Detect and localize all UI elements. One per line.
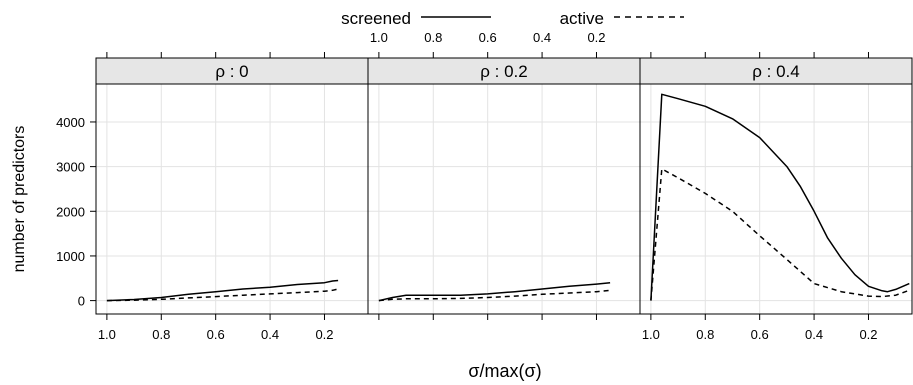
panels: ρ : 0 1.0 0.8 0.6 0.4 0.2 ρ : 0.2 1.0 0.8 0.6 0.4 0… [56,30,913,342]
y-tick-label: 0 [78,294,85,309]
x-tick-label-bottom: 0.6 [751,327,769,342]
panel-strip [95,57,369,85]
panel-2: ρ : 0.2 1.0 0.8 0.6 0.4 0.2 [367,30,641,320]
panel-3: ρ : 0.4 1.0 0.8 0.6 0.4 0.2 [639,52,913,342]
x-tick-label-bottom: 1.0 [642,327,660,342]
x-tick-label-bottom: 0.2 [315,327,333,342]
panel-1: ρ : 0 1.0 0.8 0.6 0.4 0.2 [95,52,369,342]
x-tick-label-bottom: 0.4 [261,327,279,342]
panel-strip-label: ρ : 0.2 [480,62,527,81]
y-tick-label: 2000 [56,204,85,219]
panel-strip [639,57,913,85]
legend-label-screened: screened [341,9,411,28]
y-tick-label: 1000 [56,249,85,264]
series-line-screened [378,281,611,302]
panel-frame [367,83,641,315]
x-tick-label-bottom: 0.2 [859,327,877,342]
x-tick-label-bottom: 0.8 [696,327,714,342]
x-tick-label-top: 0.4 [533,30,551,45]
x-tick-label-top: 0.8 [424,30,442,45]
y-axis-label: number of predictors [11,126,28,273]
panel-frame [639,83,913,315]
series-line-active [378,289,611,302]
x-axis-label: σ/max(σ) [468,361,541,381]
series-line-active [650,168,910,301]
legend-label-active: active [560,9,604,28]
x-tick-label-top: 0.2 [587,30,605,45]
legend: screened active [341,9,684,28]
panel-strip [367,57,641,85]
x-tick-label-bottom: 0.6 [207,327,225,342]
panel-frame [95,83,369,315]
y-tick-label: 4000 [56,115,85,130]
x-tick-label-bottom: 0.8 [152,327,170,342]
x-tick-label-bottom: 0.4 [805,327,823,342]
panel-strip-label: ρ : 0.4 [752,62,799,81]
y-tick-label: 3000 [56,160,85,175]
x-tick-label-top: 1.0 [370,30,388,45]
series-line-screened [650,93,910,301]
x-tick-label-bottom: 1.0 [98,327,116,342]
series-line-active [106,288,339,302]
x-tick-label-top: 0.6 [479,30,497,45]
series-line-screened [106,279,339,302]
panel-strip-label: ρ : 0 [215,62,248,81]
